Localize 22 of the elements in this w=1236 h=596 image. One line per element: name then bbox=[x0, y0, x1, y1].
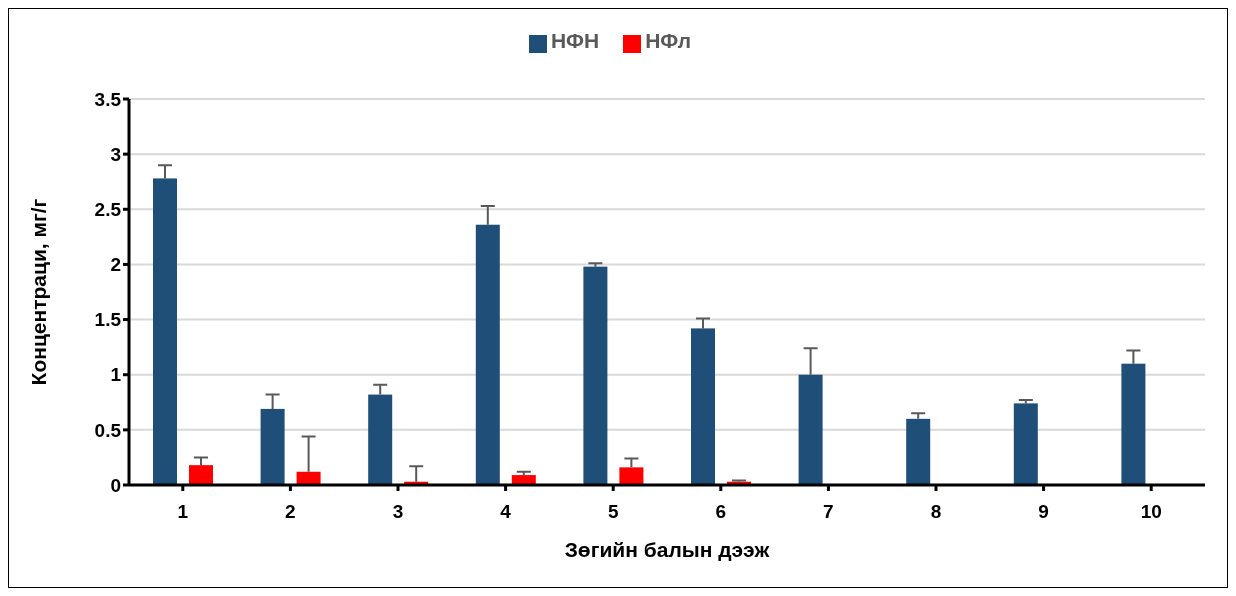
x-tick-label: 6 bbox=[715, 501, 727, 523]
y-tick-label: 3 bbox=[110, 143, 121, 165]
y-tick-label: 3.5 bbox=[94, 88, 122, 110]
x-tick-label: 4 bbox=[500, 501, 512, 523]
x-tick-label: 9 bbox=[1038, 501, 1049, 523]
y-tick-label: 1 bbox=[110, 364, 122, 386]
x-tick-label: 2 bbox=[285, 501, 296, 523]
legend-label: НФл bbox=[645, 29, 692, 52]
x-tick-label: 8 bbox=[930, 501, 942, 523]
legend-label: НФН bbox=[550, 29, 600, 52]
x-tick-label: 3 bbox=[392, 501, 404, 523]
y-tick-label: 0 bbox=[110, 474, 121, 496]
x-tick-label: 1 bbox=[177, 501, 189, 523]
y-axis-title: Концентраци, мг/г bbox=[27, 198, 51, 386]
y-tick-label: 1.5 bbox=[94, 309, 122, 331]
y-tick-label: 0.5 bbox=[94, 419, 122, 441]
x-tick-label: 10 bbox=[1140, 501, 1162, 523]
x-tick-label: 7 bbox=[823, 501, 834, 523]
y-tick-label: 2.5 bbox=[94, 199, 122, 221]
x-tick-label: 5 bbox=[607, 501, 619, 523]
y-tick-label: 2 bbox=[110, 254, 121, 276]
x-axis-title: Зөгийн балын дээж bbox=[564, 538, 771, 561]
